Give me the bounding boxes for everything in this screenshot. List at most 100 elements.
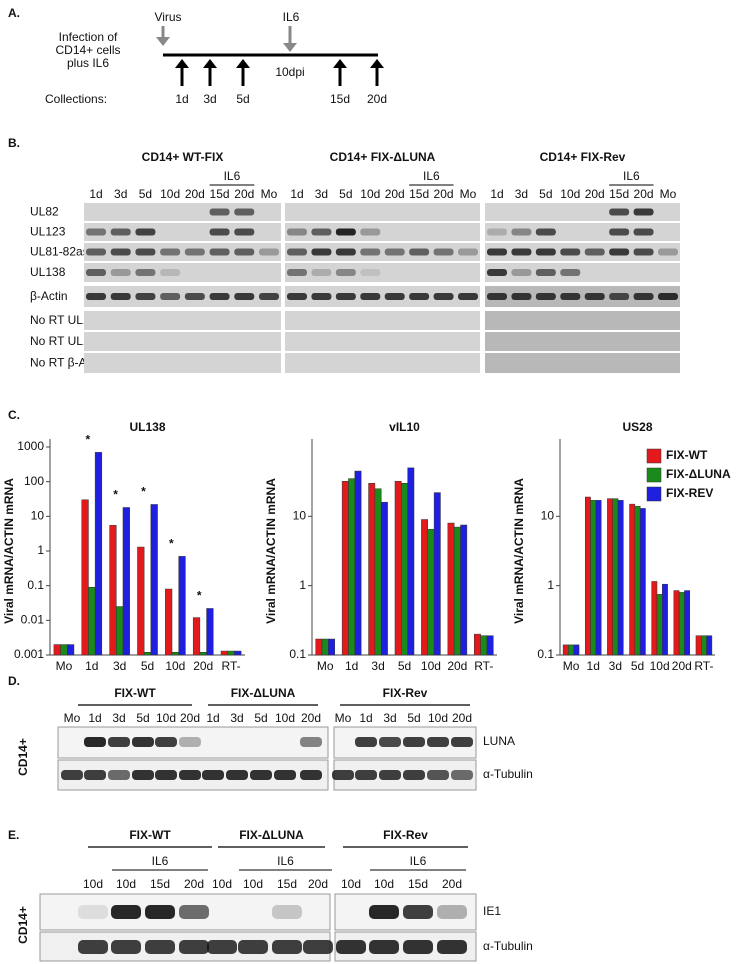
x-tick-label: 10d bbox=[421, 659, 441, 673]
legend-swatch bbox=[646, 448, 662, 464]
lane-label: 3d bbox=[383, 711, 396, 725]
lane-label: 15d bbox=[210, 187, 230, 201]
band bbox=[458, 293, 478, 300]
band bbox=[259, 293, 279, 300]
legend-label: FIX-WT bbox=[666, 448, 708, 462]
band bbox=[184, 293, 205, 300]
lane-label: 20d bbox=[301, 711, 321, 725]
y-tick-label: 10 bbox=[541, 509, 555, 523]
band bbox=[437, 940, 467, 954]
band bbox=[111, 940, 141, 954]
band bbox=[335, 269, 356, 276]
bar bbox=[374, 488, 382, 656]
significance-mark: * bbox=[113, 488, 118, 502]
band bbox=[287, 248, 307, 256]
band bbox=[437, 905, 467, 919]
band bbox=[369, 940, 399, 954]
lane-label: 20d bbox=[234, 187, 254, 201]
side-label: CD14+ bbox=[16, 906, 30, 944]
row-label: β-Actin bbox=[30, 289, 68, 303]
bar bbox=[88, 587, 96, 656]
bar bbox=[421, 519, 429, 656]
band bbox=[78, 905, 108, 919]
blot-strip bbox=[285, 263, 480, 282]
band bbox=[403, 770, 425, 780]
band bbox=[155, 770, 177, 780]
lane-label: 20d bbox=[634, 187, 654, 201]
y-tick-label: 0.1 bbox=[537, 647, 554, 661]
lane-label: 3d bbox=[230, 711, 243, 725]
bar bbox=[584, 496, 591, 656]
bar bbox=[701, 635, 707, 656]
infection-text: Infection of bbox=[59, 30, 118, 44]
lane-label: 1d bbox=[490, 187, 503, 201]
lane-label: 15d bbox=[609, 187, 629, 201]
bar bbox=[199, 652, 207, 656]
band bbox=[202, 770, 224, 780]
band bbox=[179, 737, 201, 747]
band bbox=[86, 248, 106, 256]
bar bbox=[192, 617, 201, 656]
arrow-head bbox=[333, 59, 347, 68]
band bbox=[360, 269, 381, 276]
row-label: UL123 bbox=[30, 225, 66, 239]
band bbox=[332, 770, 354, 780]
blot-strip bbox=[485, 286, 680, 307]
band bbox=[287, 293, 307, 300]
band bbox=[135, 228, 156, 236]
lane-label: 15d bbox=[408, 877, 428, 891]
lane-label: Mo bbox=[660, 187, 677, 201]
y-tick-label: 1000 bbox=[17, 439, 44, 453]
lane-label: Mo bbox=[460, 187, 477, 201]
bar bbox=[122, 507, 130, 656]
bar bbox=[453, 526, 461, 656]
band bbox=[250, 770, 272, 780]
band bbox=[384, 248, 405, 256]
x-tick-label: 20d bbox=[447, 659, 467, 673]
bar bbox=[656, 594, 663, 656]
band bbox=[487, 269, 507, 276]
band bbox=[403, 905, 433, 919]
bar bbox=[486, 635, 494, 656]
bar bbox=[206, 608, 214, 656]
lane-label: 5d bbox=[139, 187, 152, 201]
band bbox=[135, 248, 156, 256]
infection-text: plus IL6 bbox=[67, 56, 109, 70]
timepoint-label: 20d bbox=[367, 92, 387, 106]
legend-label: FIX-REV bbox=[666, 486, 713, 500]
bar bbox=[220, 650, 228, 656]
lane-label: 3d bbox=[114, 187, 127, 201]
lane-label: 10d bbox=[83, 877, 103, 891]
bar bbox=[595, 500, 602, 656]
bar bbox=[407, 467, 415, 656]
y-tick-label: 100 bbox=[24, 474, 44, 488]
band bbox=[535, 293, 556, 300]
lane-label: 1d bbox=[89, 187, 102, 201]
lane-label: 5d bbox=[339, 187, 352, 201]
bar bbox=[573, 644, 580, 656]
il6-label: IL6 bbox=[224, 169, 241, 183]
lane-label: 20d bbox=[585, 187, 605, 201]
x-tick-label: RT- bbox=[222, 659, 241, 673]
band bbox=[111, 905, 141, 919]
band bbox=[335, 248, 356, 256]
band bbox=[535, 269, 556, 276]
lane-label: 20d bbox=[452, 711, 472, 725]
band bbox=[379, 770, 401, 780]
band bbox=[238, 940, 268, 954]
chart-title: UL138 bbox=[129, 420, 165, 434]
band bbox=[409, 293, 430, 300]
x-tick-label: Mo bbox=[563, 659, 580, 673]
bar bbox=[380, 501, 388, 656]
band bbox=[209, 228, 230, 236]
bar bbox=[368, 483, 376, 656]
x-tick-label: 5d bbox=[398, 659, 411, 673]
blot-strip bbox=[84, 332, 281, 351]
x-tick-label: 20d bbox=[193, 659, 213, 673]
band bbox=[311, 228, 332, 236]
bar bbox=[590, 500, 597, 656]
bar bbox=[234, 650, 242, 656]
band bbox=[409, 248, 430, 256]
band bbox=[511, 228, 532, 236]
significance-mark: * bbox=[85, 433, 90, 447]
